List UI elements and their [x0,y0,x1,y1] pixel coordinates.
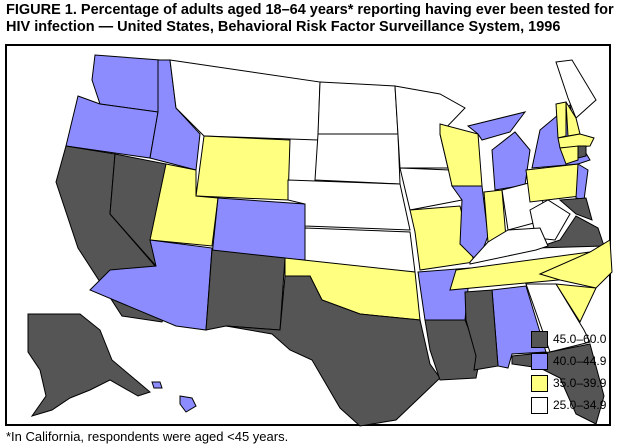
state-pa [525,163,581,203]
state-wa [91,54,161,113]
state-sd [314,133,401,185]
legend-swatch-1 [531,331,548,348]
legend-label-3: 35.0–39.9 [553,376,607,390]
state-hi [179,395,197,413]
state-nm [205,249,286,331]
state-nj [575,163,589,201]
state-ri [577,145,587,159]
state-ma [557,133,595,149]
state-mt [169,59,321,141]
legend-label-2: 40.0–44.9 [553,354,607,368]
state-va [535,215,605,249]
state-hi [151,381,163,389]
state-la [424,319,481,381]
state-ne [287,179,411,231]
legend-swatch-4 [531,397,548,414]
state-ct [559,145,579,165]
state-tx [225,275,441,427]
state-ms [464,289,499,371]
legend-swatch-2 [531,353,548,370]
state-ak [27,313,152,417]
legend-swatch-3 [531,375,548,392]
footnote: *In California, respondents were aged <4… [6,429,289,444]
state-wy [195,135,291,201]
state-co [211,197,306,261]
state-nc [538,239,613,289]
legend-label-1: 45.0–60.0 [553,332,607,346]
legend-label-4: 25.0–34.9 [553,398,607,412]
state-vt [555,101,567,139]
state-mo [409,205,475,271]
state-md [558,197,593,221]
state-me [555,59,597,119]
state-nd [317,81,399,135]
figure-title: FIGURE 1. Percentage of adults aged 18–6… [6,2,614,35]
state-ky [469,227,549,265]
state-mi [466,111,527,141]
map-frame [5,44,611,426]
state-mi [491,131,531,191]
